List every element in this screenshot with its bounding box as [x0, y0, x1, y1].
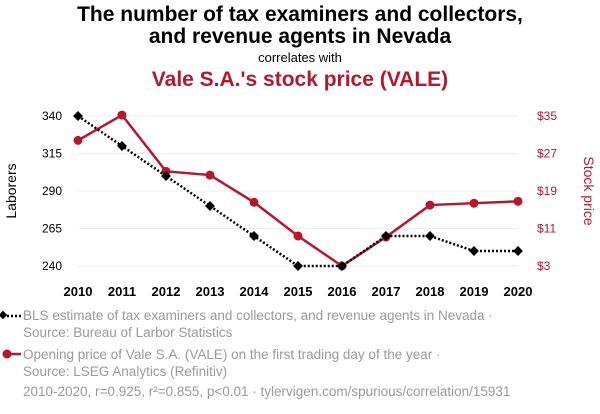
- series2-point: [73, 135, 83, 145]
- series2-point: [117, 110, 127, 120]
- y-tick-label-right: $19: [537, 184, 557, 198]
- series1-point: [117, 141, 127, 151]
- y-tick-label-left: 340: [42, 109, 62, 123]
- x-tick-label: 2019: [460, 284, 489, 299]
- x-tick-label: 2018: [416, 284, 445, 299]
- chart-subtitle: correlates with: [258, 50, 342, 65]
- legend-series1-source: Source: Bureau of Larbor Statistics: [23, 325, 233, 340]
- x-tick-label: 2011: [108, 284, 136, 299]
- x-tick-label: 2013: [196, 284, 225, 299]
- chart-title-line3: Vale S.A.'s stock price (VALE): [151, 68, 449, 91]
- x-tick-label: 2010: [64, 284, 93, 299]
- y-axis-label-left: Laborers: [3, 163, 19, 218]
- chart-title-line2: and revenue agents in Nevada: [148, 25, 452, 48]
- y-tick-label-right: $3: [537, 259, 551, 273]
- series2-point: [293, 231, 303, 241]
- chart-title-line1: The number of tax examiners and collecto…: [77, 3, 523, 26]
- y-tick-label-left: 265: [42, 222, 62, 236]
- axis-ticks: 340 $35 315 $27 290 $19 265 $11 240 $3 2010 2011 201…: [42, 109, 557, 299]
- series1-point: [249, 231, 259, 241]
- x-tick-label: 2020: [504, 284, 533, 299]
- legend-series2: Opening price of Vale S.A. (VALE) on the…: [23, 346, 440, 380]
- x-tick-label: 2015: [284, 284, 313, 299]
- legend-series2-source: Source: LSEG Analytics (Refinitiv): [23, 364, 228, 379]
- series2-point: [513, 196, 523, 206]
- legend-series2-name: Opening price of Vale S.A. (VALE) on the…: [23, 347, 441, 362]
- series1-point: [337, 261, 347, 271]
- gridlines: [78, 115, 518, 267]
- series1-point: [205, 201, 215, 211]
- legend-series1-name: BLS estimate of tax examiners and collec…: [23, 308, 493, 323]
- x-tick-label: 2016: [328, 284, 357, 299]
- legend-series1: BLS estimate of tax examiners and collec…: [23, 307, 493, 341]
- x-tick-label: 2012: [152, 284, 181, 299]
- y-tick-label-right: $27: [537, 147, 557, 161]
- y-tick-label-right: $11: [537, 222, 556, 236]
- legend-icon-series1: [0, 310, 21, 320]
- y-tick-label-left: 315: [42, 147, 62, 161]
- series1-point: [293, 261, 303, 271]
- series1-point: [161, 171, 171, 181]
- series1-line: [77, 114, 518, 268]
- x-tick-label: 2017: [372, 284, 401, 299]
- y-axis-label-right: Stock price: [581, 156, 597, 225]
- legend-icon-series2: [2, 349, 21, 359]
- series-group: [73, 110, 523, 271]
- series1-point: [381, 231, 391, 241]
- series1-point: [73, 111, 83, 121]
- series1-point: [513, 246, 523, 256]
- y-tick-label-left: 290: [42, 184, 62, 198]
- series2-point: [249, 197, 259, 207]
- series1-point: [425, 231, 435, 241]
- y-tick-label-right: $35: [537, 109, 557, 123]
- series2-point: [469, 198, 479, 208]
- x-tick-label: 2014: [240, 284, 270, 299]
- y-tick-label-left: 240: [42, 259, 62, 273]
- series1-point: [469, 246, 479, 256]
- series2-point: [205, 170, 215, 180]
- series2-point: [425, 200, 435, 210]
- footer-stats: 2010-2020, r=0.925, r²=0.855, p<0.01 · t…: [23, 384, 511, 399]
